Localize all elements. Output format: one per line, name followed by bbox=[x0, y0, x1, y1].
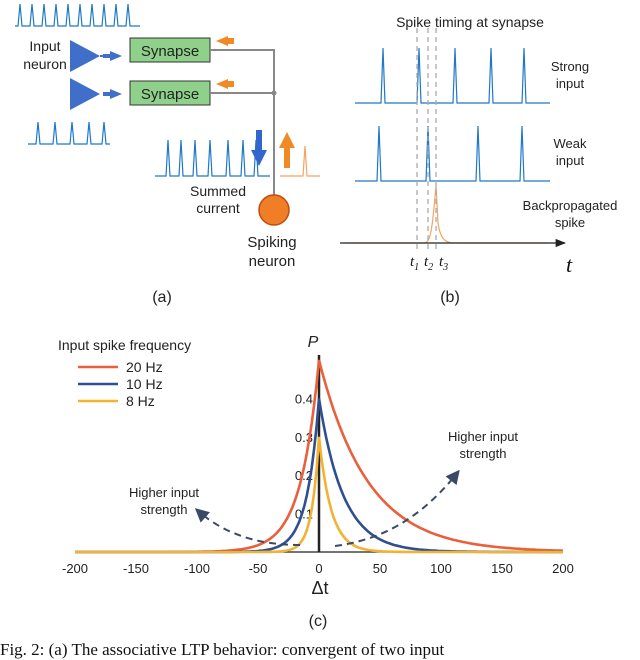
t1-label: t1 bbox=[410, 254, 419, 273]
annotation-right-1: Higher input bbox=[448, 429, 518, 444]
y-tick-label: 0.4 bbox=[295, 391, 313, 406]
wire-junction bbox=[271, 90, 277, 96]
t3-label: t3 bbox=[439, 254, 448, 273]
input-neuron-triangle-2 bbox=[70, 78, 100, 110]
x-tick-label: -150 bbox=[123, 561, 149, 576]
summed-current-label-1: Summed bbox=[190, 183, 246, 199]
x-tick-label: 100 bbox=[430, 561, 452, 576]
spike-timing-title: Spike timing at synapse bbox=[396, 14, 544, 30]
summed-current-label-2: current bbox=[196, 200, 240, 216]
figure-caption: Fig. 2: (a) The associative LTP behavior… bbox=[0, 640, 445, 659]
feedback-arrow-2 bbox=[216, 79, 228, 89]
backprop-label-1: Backpropagated bbox=[523, 198, 618, 213]
caption-b: (b) bbox=[440, 289, 460, 306]
y-axis-label: P bbox=[308, 334, 319, 351]
spiking-neuron-label-2: neuron bbox=[249, 253, 296, 270]
legend-label: 8 Hz bbox=[126, 393, 155, 409]
input-arrow-2 bbox=[110, 89, 122, 99]
input-spike-train-2 bbox=[28, 121, 110, 145]
caption-c: (c) bbox=[309, 613, 328, 630]
legend-title: Input spike frequency bbox=[58, 337, 191, 353]
wire-1 bbox=[210, 49, 275, 196]
input-arrow-shaft-1 bbox=[103, 54, 113, 58]
input-neuron-label-2: neuron bbox=[23, 56, 67, 72]
input-neuron-label-1: Input bbox=[29, 38, 60, 54]
feedback-arrow-1 bbox=[216, 36, 228, 46]
strong-input-label-1: Strong bbox=[551, 59, 589, 74]
curve-8-hz bbox=[75, 436, 563, 554]
backprop-spike-trace bbox=[345, 184, 548, 244]
synapse-box-1 bbox=[129, 37, 211, 63]
trend-arrow-right bbox=[334, 469, 460, 547]
feedback-arrow-shaft-1 bbox=[226, 38, 234, 44]
x-tick-label: 0 bbox=[315, 561, 322, 576]
panel-a: Input neuron Synapse Synapse Summed curr… bbox=[15, 3, 320, 306]
backprop-spike-small bbox=[280, 145, 320, 177]
summed-current-train bbox=[155, 139, 270, 177]
weak-input-label-2: input bbox=[556, 153, 585, 168]
input-neuron-triangle-1 bbox=[70, 40, 100, 72]
current-arrow-shaft bbox=[256, 130, 262, 152]
trend-arrow-left bbox=[194, 508, 301, 546]
time-axis-label: t bbox=[566, 252, 573, 277]
x-tick-label: -200 bbox=[62, 561, 88, 576]
x-ticks: -200 -150 -100 -50 0 50 100 150 200 bbox=[62, 561, 574, 576]
input-arrow-1 bbox=[110, 51, 122, 61]
x-tick-label: 200 bbox=[552, 561, 574, 576]
synapse-box-2 bbox=[129, 80, 211, 106]
feedback-arrow-shaft-2 bbox=[226, 81, 234, 87]
spiking-neuron-label-1: Spiking bbox=[247, 234, 296, 251]
legend-label: 20 Hz bbox=[126, 359, 163, 375]
curves bbox=[75, 359, 564, 554]
backprop-arrow-shaft bbox=[284, 146, 290, 168]
input-arrow-shaft-2 bbox=[103, 92, 113, 96]
t2-label: t2 bbox=[424, 254, 433, 273]
x-tick-label: -50 bbox=[249, 561, 268, 576]
caption-a: (a) bbox=[152, 289, 172, 306]
weak-input-label-1: Weak bbox=[554, 136, 587, 151]
spiking-neuron bbox=[258, 194, 290, 226]
current-down-arrow bbox=[251, 150, 267, 166]
x-tick-label: -100 bbox=[184, 561, 210, 576]
panel-b: Spike timing at synapse t1 t2 t3 t Stron… bbox=[340, 14, 617, 306]
annotation-right-2: strength bbox=[460, 446, 507, 461]
legend-label: 10 Hz bbox=[126, 376, 163, 392]
synapse-label-2: Synapse bbox=[141, 86, 199, 103]
backprop-label-2: spike bbox=[555, 215, 585, 230]
synapse-label-1: Synapse bbox=[141, 43, 199, 60]
weak-input-train bbox=[355, 125, 550, 182]
annotation-left-2: strength bbox=[141, 502, 188, 517]
annotation-left-1: Higher input bbox=[129, 485, 199, 500]
x-tick-label: 150 bbox=[491, 561, 513, 576]
strong-input-label-2: input bbox=[556, 76, 585, 91]
x-tick-label: 50 bbox=[373, 561, 387, 576]
backprop-up-arrow bbox=[279, 132, 295, 148]
input-spike-train-1 bbox=[15, 3, 140, 27]
strong-input-train bbox=[355, 47, 550, 104]
x-axis-label: Δt bbox=[311, 578, 328, 598]
